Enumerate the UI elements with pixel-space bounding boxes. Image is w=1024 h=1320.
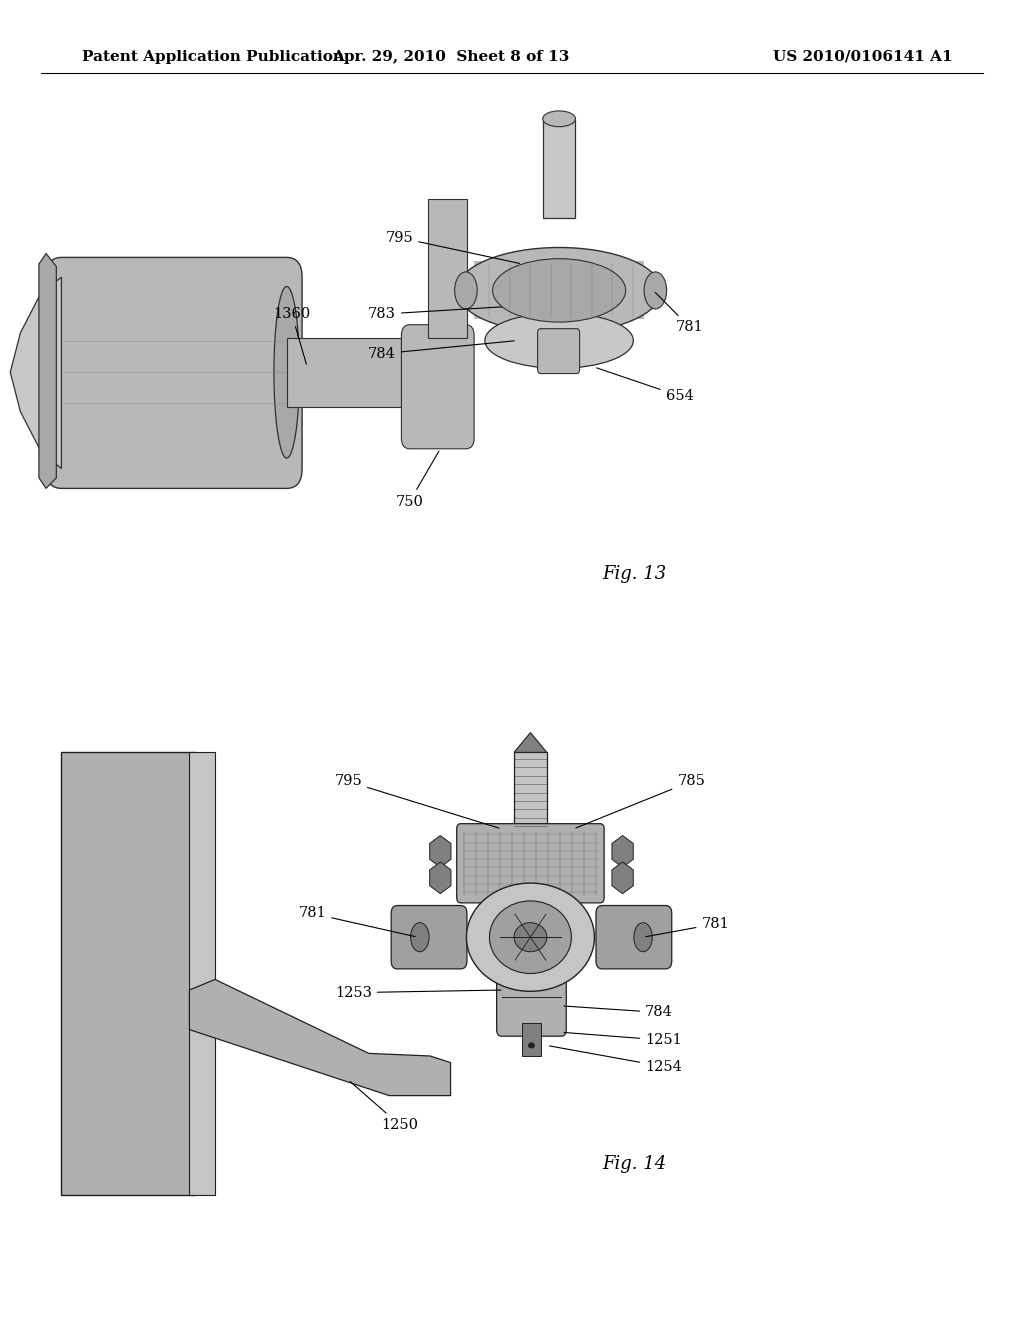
FancyBboxPatch shape (522, 1023, 541, 1056)
Text: 783: 783 (368, 306, 509, 321)
Ellipse shape (457, 247, 662, 333)
FancyBboxPatch shape (401, 325, 474, 449)
Ellipse shape (514, 923, 547, 952)
FancyBboxPatch shape (189, 752, 215, 1195)
FancyBboxPatch shape (457, 824, 604, 903)
FancyBboxPatch shape (514, 752, 547, 832)
Text: 785: 785 (577, 775, 706, 828)
Text: 1250: 1250 (350, 1081, 418, 1131)
Ellipse shape (485, 313, 633, 368)
Text: 654: 654 (597, 368, 693, 403)
Text: 795: 795 (334, 775, 499, 828)
Polygon shape (514, 733, 547, 752)
Ellipse shape (543, 111, 575, 127)
FancyBboxPatch shape (428, 199, 467, 338)
FancyBboxPatch shape (287, 338, 420, 407)
Ellipse shape (467, 883, 594, 991)
Ellipse shape (528, 1043, 535, 1048)
Polygon shape (10, 277, 61, 469)
FancyBboxPatch shape (540, 312, 579, 338)
Text: Fig. 13: Fig. 13 (603, 565, 667, 583)
FancyBboxPatch shape (61, 752, 195, 1195)
Text: Fig. 14: Fig. 14 (603, 1155, 667, 1173)
Text: 1360: 1360 (273, 308, 310, 364)
Text: 781: 781 (298, 907, 415, 937)
FancyBboxPatch shape (46, 257, 302, 488)
Text: 750: 750 (395, 451, 439, 508)
Ellipse shape (493, 259, 626, 322)
Polygon shape (39, 253, 56, 488)
FancyBboxPatch shape (538, 329, 580, 374)
Text: 795: 795 (385, 231, 519, 264)
Ellipse shape (644, 272, 667, 309)
Text: 1251: 1251 (564, 1032, 682, 1047)
Text: US 2010/0106141 A1: US 2010/0106141 A1 (773, 50, 952, 63)
Ellipse shape (455, 272, 477, 309)
FancyBboxPatch shape (543, 119, 575, 218)
Ellipse shape (489, 902, 571, 974)
Text: 784: 784 (564, 1006, 673, 1019)
Text: 1254: 1254 (550, 1045, 682, 1073)
Text: 784: 784 (368, 341, 514, 360)
Polygon shape (189, 979, 451, 1096)
Text: Patent Application Publication: Patent Application Publication (82, 50, 344, 63)
Ellipse shape (634, 923, 652, 952)
Ellipse shape (411, 923, 429, 952)
FancyBboxPatch shape (596, 906, 672, 969)
Ellipse shape (274, 286, 300, 458)
FancyBboxPatch shape (474, 261, 644, 319)
FancyBboxPatch shape (497, 933, 566, 1036)
Text: 781: 781 (655, 292, 703, 334)
Text: Apr. 29, 2010  Sheet 8 of 13: Apr. 29, 2010 Sheet 8 of 13 (332, 50, 569, 63)
Text: 1253: 1253 (335, 986, 501, 999)
FancyBboxPatch shape (391, 906, 467, 969)
Text: 781: 781 (646, 917, 729, 937)
